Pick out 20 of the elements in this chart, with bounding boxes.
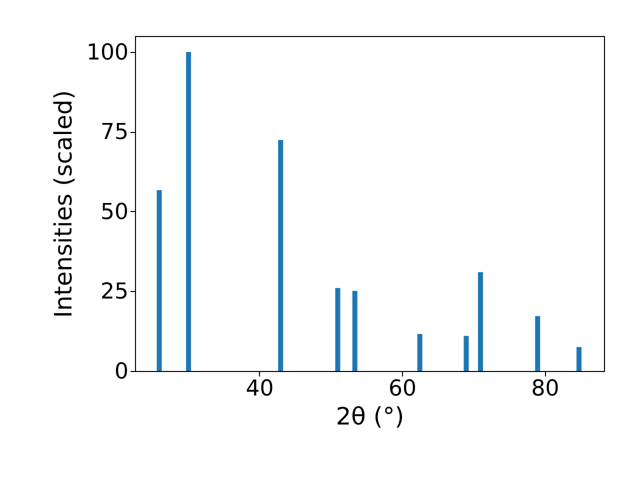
y-tick-label: 50 [100,200,128,225]
bar [278,140,284,371]
y-tick-label: 75 [100,120,128,146]
bar [335,288,340,371]
bar [352,290,358,371]
bar [417,334,422,371]
bar [576,347,582,371]
y-axis-title: Intensities (scaled) [50,90,78,318]
y-tick-label: 25 [100,280,128,305]
x-tick-label: 60 [388,376,416,402]
bar [156,190,162,371]
x-axis-title: 2θ (°) [336,402,404,430]
bar [478,272,484,371]
bar [535,316,540,371]
x-tick-label: 40 [246,376,274,402]
y-tick-label: 0 [114,360,128,384]
bar [464,336,469,371]
x-tick-label: 80 [531,376,560,402]
y-tick-label: 100 [86,40,128,66]
bar [186,52,192,371]
